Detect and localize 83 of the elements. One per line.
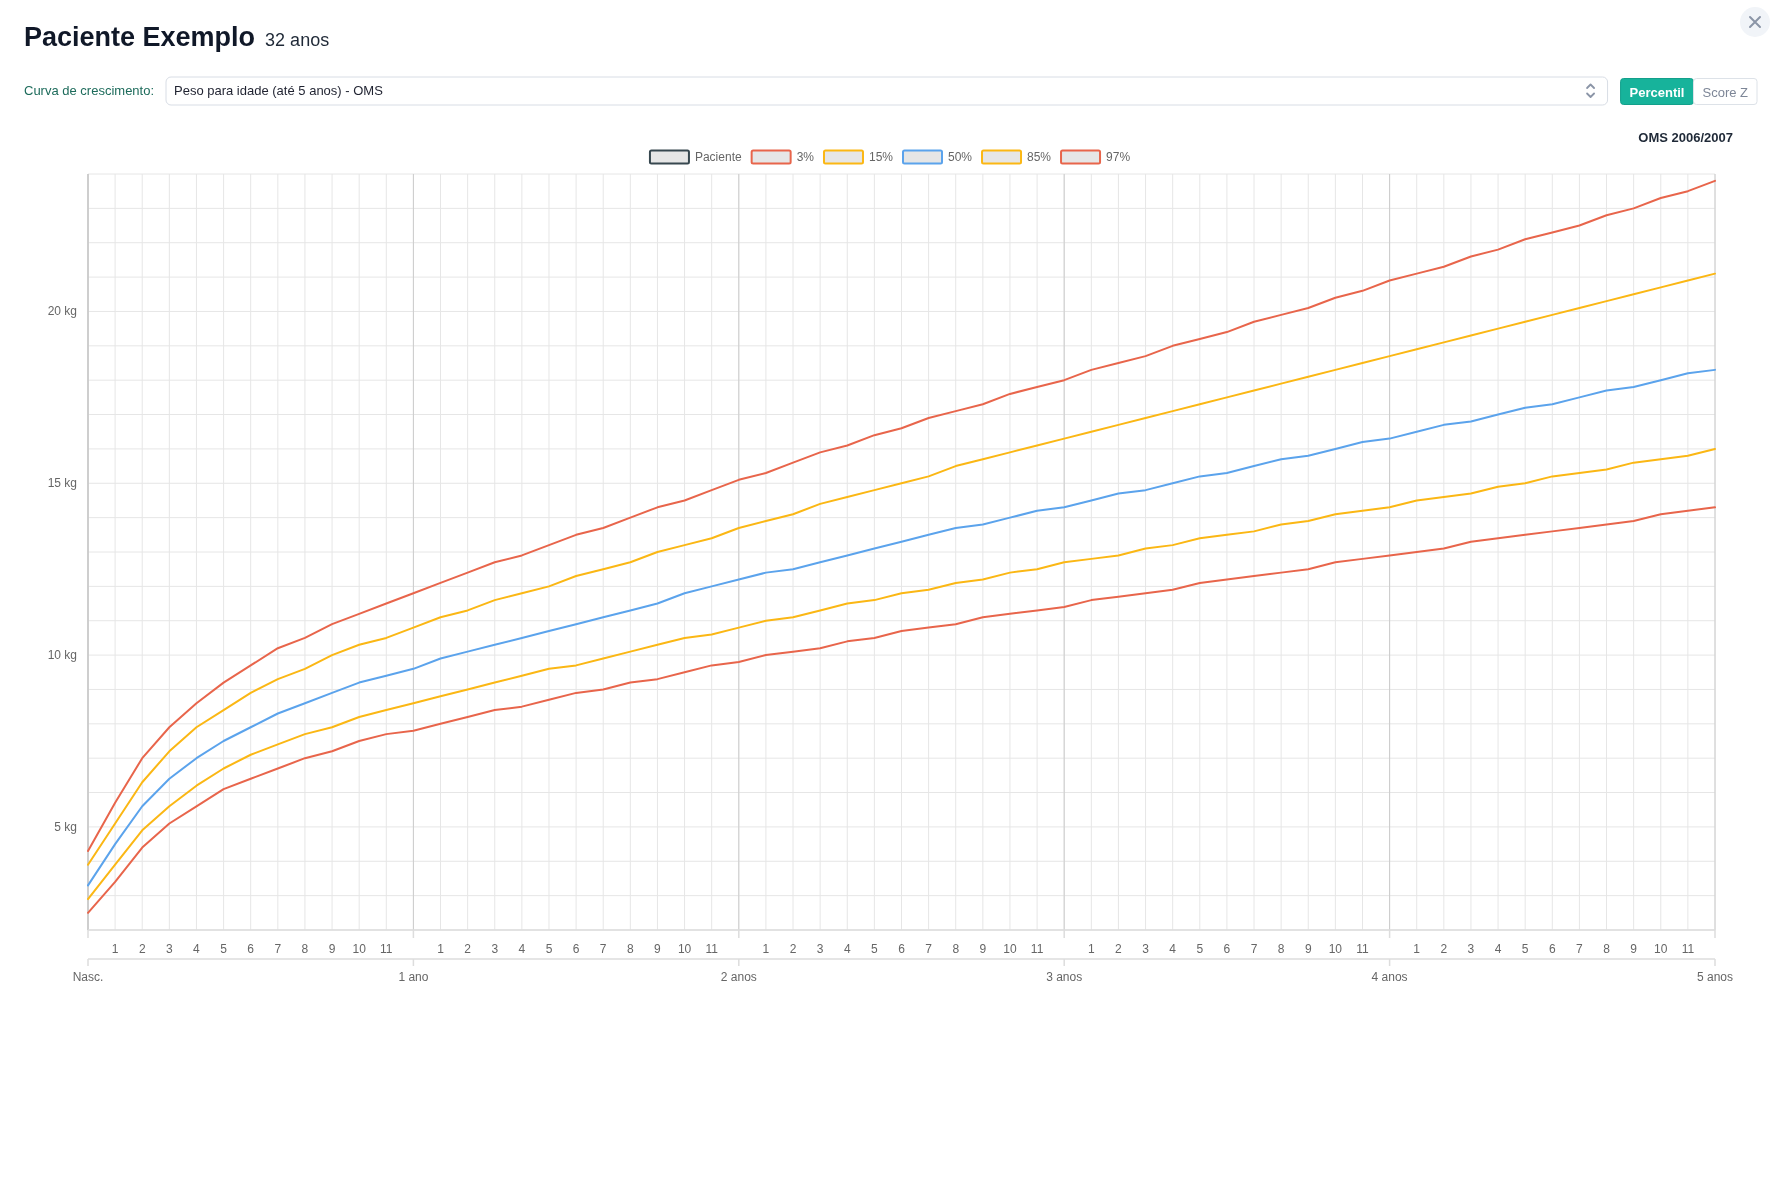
x-tick-label: 7 bbox=[274, 942, 282, 956]
chart-subtitle: 32 anos bbox=[265, 30, 330, 50]
x-tick-label: 4 bbox=[518, 942, 526, 956]
text: Curva de crescimento: bbox=[24, 83, 155, 98]
x-tick-label: 10 bbox=[677, 942, 692, 956]
x-tick-label: 5 bbox=[1196, 942, 1204, 956]
x-tick-label: 5 bbox=[1521, 942, 1529, 956]
y-tick-label: 20 kg bbox=[47, 304, 77, 319]
x-tick-label: 3 bbox=[166, 942, 174, 956]
x2-tick-label: 2 anos bbox=[720, 970, 757, 984]
chart-title: Paciente Exemplo bbox=[24, 22, 256, 52]
legend-label: 50% bbox=[948, 150, 973, 164]
text: Score Z bbox=[1702, 84, 1749, 99]
x-tick-label: 1 bbox=[1087, 942, 1095, 956]
y-tick-label: 15 kg bbox=[47, 476, 77, 491]
x-tick-label: 11 bbox=[1356, 942, 1370, 956]
x2-tick-label: Nasc. bbox=[72, 970, 104, 984]
x-tick-label: 3 bbox=[491, 942, 499, 956]
line-series bbox=[87, 368, 1716, 887]
legend-label: 15% bbox=[868, 150, 894, 164]
line-series bbox=[87, 447, 1716, 901]
x-tick-label: 7 bbox=[599, 942, 607, 956]
line-series bbox=[87, 506, 1716, 914]
x-tick-label: 9 bbox=[1630, 942, 1638, 956]
x-tick-label: 4 bbox=[843, 942, 851, 956]
x-tick-label: 2 bbox=[1115, 942, 1123, 956]
line-series bbox=[87, 272, 1716, 866]
x-tick-label: 9 bbox=[654, 942, 662, 956]
text: Percentil bbox=[1629, 84, 1685, 99]
x-tick-label: 8 bbox=[626, 942, 634, 956]
x-tick-label: 10 bbox=[352, 942, 367, 956]
x-tick-label: 11 bbox=[1681, 942, 1695, 956]
x-tick-label: 8 bbox=[301, 942, 309, 956]
x-tick-label: 10 bbox=[1328, 942, 1343, 956]
x-tick-label: 8 bbox=[1603, 942, 1611, 956]
x-tick-label: 4 bbox=[1494, 942, 1502, 956]
x-tick-label: 6 bbox=[1548, 942, 1556, 956]
x-tick-label: 10 bbox=[1654, 942, 1668, 956]
x2-tick-label: 4 anos bbox=[1371, 970, 1408, 984]
x-tick-label: 6 bbox=[1223, 942, 1231, 956]
x-tick-label: 11 bbox=[1030, 942, 1044, 956]
line-series bbox=[87, 179, 1716, 852]
x-tick-label: 5 bbox=[545, 942, 553, 956]
x-tick-label: 6 bbox=[898, 942, 906, 956]
x-tick-label: 3 bbox=[1142, 942, 1150, 956]
y-tick-label: 10 kg bbox=[47, 648, 77, 663]
x-tick-label: 2 bbox=[1440, 942, 1448, 956]
x-tick-label: 5 bbox=[871, 942, 879, 956]
x-tick-label: 1 bbox=[1413, 942, 1421, 956]
x-tick-label: 1 bbox=[111, 942, 119, 956]
x-tick-label: 10 bbox=[1003, 942, 1017, 956]
x-tick-label: 2 bbox=[789, 942, 797, 956]
x-tick-label: 7 bbox=[1250, 942, 1258, 956]
legend-label: 3% bbox=[796, 150, 815, 164]
x-tick-label: 9 bbox=[979, 942, 987, 956]
x2-tick-label: 1 ano bbox=[398, 970, 429, 984]
x2-tick-label: 5 anos bbox=[1696, 970, 1734, 984]
x-tick-label: 6 bbox=[247, 942, 255, 956]
x2-tick-label: 3 anos bbox=[1046, 970, 1083, 984]
legend-label: 85% bbox=[1027, 150, 1052, 164]
x-tick-label: 4 bbox=[1169, 942, 1177, 956]
x-tick-label: 8 bbox=[952, 942, 960, 956]
x-tick-label: 6 bbox=[572, 942, 580, 956]
x-tick-label: 11 bbox=[380, 942, 393, 956]
x-tick-label: 4 bbox=[193, 942, 201, 956]
x-tick-label: 9 bbox=[328, 942, 336, 956]
legend-label: Paciente bbox=[694, 150, 742, 164]
x-tick-label: 2 bbox=[138, 942, 146, 956]
x-tick-label: 9 bbox=[1304, 942, 1312, 956]
x-tick-label: 2 bbox=[464, 942, 472, 956]
legend-label: 97% bbox=[1106, 150, 1131, 164]
x-tick-label: 3 bbox=[1467, 942, 1475, 956]
x-tick-label: 1 bbox=[762, 942, 770, 956]
x-tick-label: 7 bbox=[925, 942, 933, 956]
x-tick-label: 3 bbox=[816, 942, 824, 956]
x-tick-label: 7 bbox=[1576, 942, 1584, 956]
x-tick-label: 8 bbox=[1277, 942, 1285, 956]
y-tick-label: 5 kg bbox=[54, 819, 77, 834]
x-tick-label: 11 bbox=[705, 942, 719, 956]
text: Peso para idade (até 5 anos) - OMS bbox=[174, 83, 384, 98]
x-tick-label: 5 bbox=[220, 942, 228, 956]
text: OMS 2006/2007 bbox=[1638, 130, 1733, 145]
x-tick-label: 1 bbox=[437, 942, 445, 956]
